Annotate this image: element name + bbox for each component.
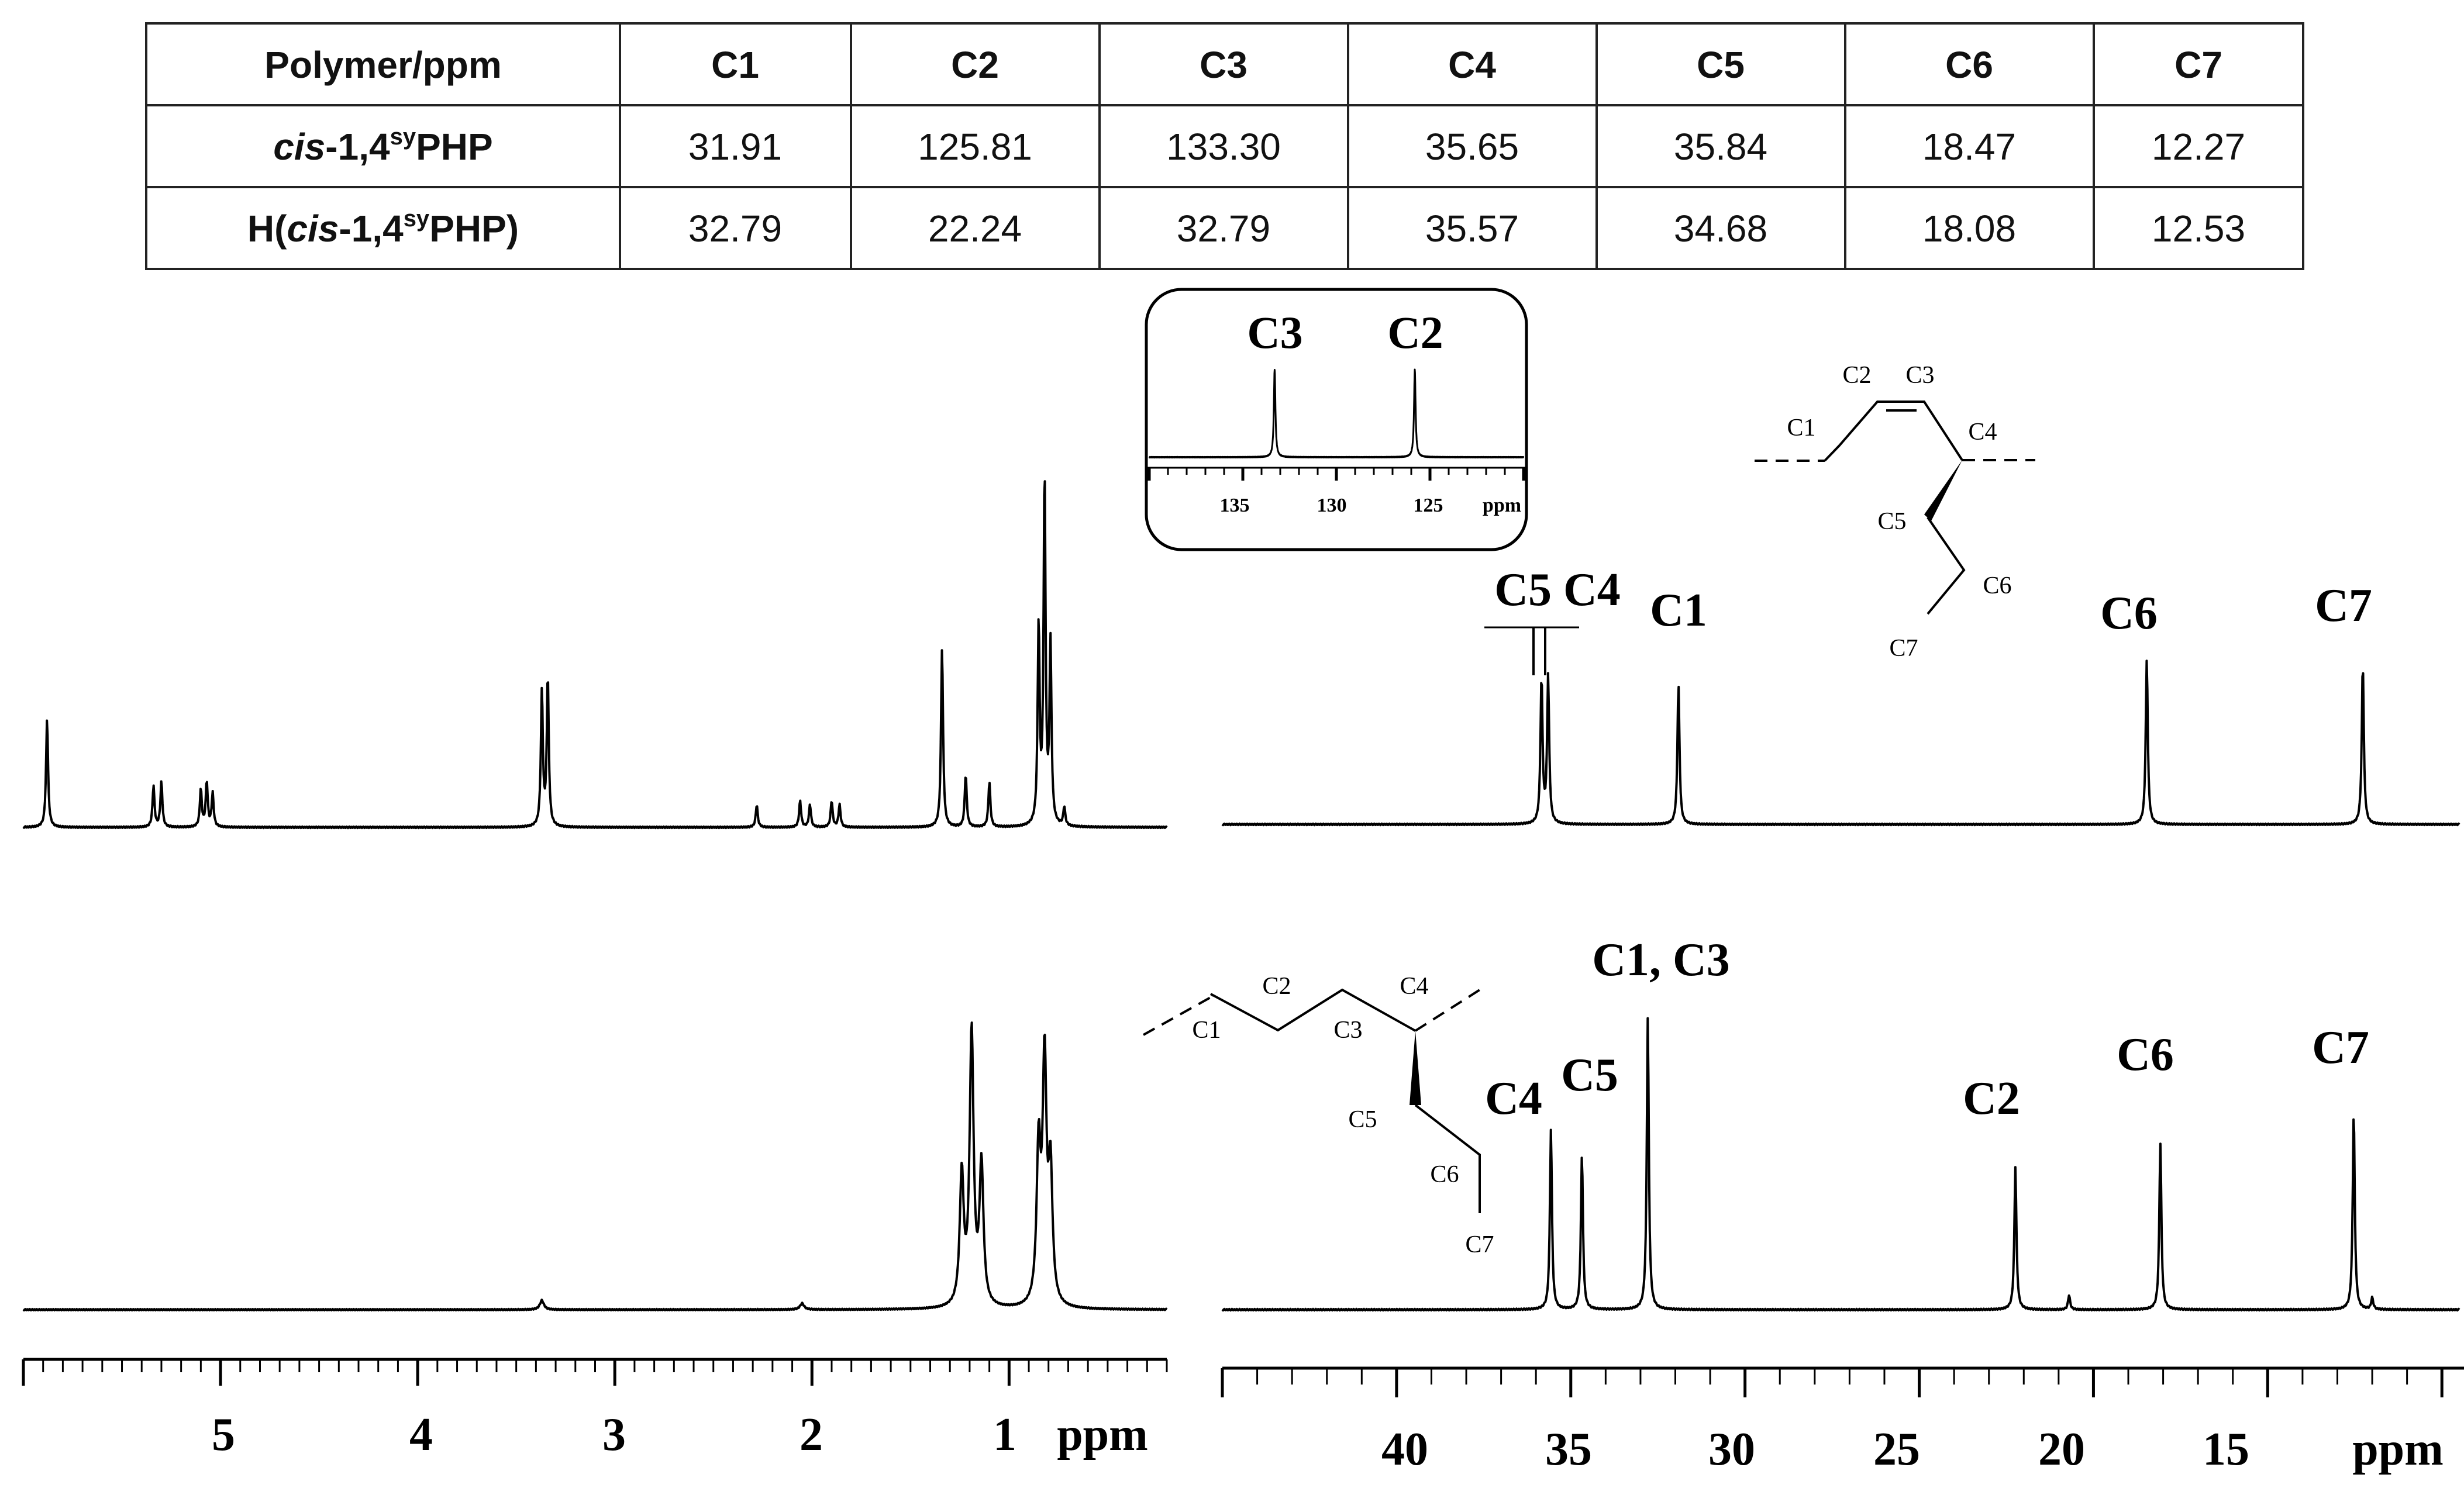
atom-label: C1 xyxy=(1787,415,1815,441)
table-header: C4 xyxy=(1448,44,1496,86)
structure-bottom: C1 C2 C3 C4 C5 C6 C7 xyxy=(1143,973,1494,1258)
table-header: C1 xyxy=(711,44,759,86)
atom-label: C6 xyxy=(1430,1161,1459,1188)
axis-tick-label: 5 xyxy=(212,1409,235,1461)
axis-tick-label: 15 xyxy=(2203,1424,2249,1475)
table-header: C3 xyxy=(1200,44,1247,86)
inset-axis-unit: ppm xyxy=(1483,495,1521,516)
atom-label: C2 xyxy=(1262,973,1291,1000)
peak-label: C6 xyxy=(2100,588,2158,639)
axis-tick-label: 35 xyxy=(1545,1424,1592,1475)
table-header: C6 xyxy=(1945,44,1993,86)
table-cell: 125.81 xyxy=(918,126,1032,168)
atom-label: C2 xyxy=(1842,362,1871,389)
inset-axis-tick-label: 125 xyxy=(1414,495,1443,516)
axis-tick-label: 40 xyxy=(1381,1424,1428,1475)
atom-label: C4 xyxy=(1968,419,1997,446)
h1-spectrum-top-trace xyxy=(22,480,1168,830)
atom-label: C3 xyxy=(1905,362,1934,389)
axis-tick-label: 20 xyxy=(2038,1424,2085,1475)
table-cell: 18.47 xyxy=(1922,126,2016,168)
c13-spectrum-top-trace xyxy=(1221,660,2460,827)
atom-label: C7 xyxy=(1889,635,1918,662)
h1-spectrum-bottom-trace xyxy=(22,1021,1168,1311)
table-cell: 35.57 xyxy=(1425,208,1519,250)
atom-label: C5 xyxy=(1877,508,1906,535)
axis-unit: ppm xyxy=(1057,1409,1148,1461)
table-cell: 32.79 xyxy=(688,208,782,250)
table-cell: 18.08 xyxy=(1922,208,2016,250)
h1-axis: 5 4 3 2 1 ppm xyxy=(22,1358,1168,1461)
axis-tick-label: 3 xyxy=(602,1409,626,1461)
table-cell: 34.68 xyxy=(1674,208,1767,250)
table-cell: 12.27 xyxy=(2152,126,2245,168)
peak-label: C7 xyxy=(2312,1022,2369,1073)
inset-axis-tick-label: 130 xyxy=(1317,495,1347,516)
table-header: C5 xyxy=(1697,44,1745,86)
table-cell: 35.65 xyxy=(1425,126,1519,168)
inset-axis-ticks xyxy=(1147,468,1525,481)
peak-label: C1, C3 xyxy=(1592,934,1730,986)
table-header: C7 xyxy=(2174,44,2222,86)
table-cell: 22.24 xyxy=(928,208,1022,250)
inset-label-c2: C2 xyxy=(1387,307,1443,358)
c13-axis: 40 35 30 25 20 15 ppm xyxy=(1221,1366,2464,1475)
c13-spectrum-bottom-trace xyxy=(1221,1017,2460,1312)
table-cell: 32.79 xyxy=(1177,208,1270,250)
atom-label: C1 xyxy=(1192,1017,1221,1044)
inset-axis-tick-label: 135 xyxy=(1220,495,1250,516)
axis-tick-label: 2 xyxy=(799,1409,823,1461)
atom-label: C6 xyxy=(1983,572,2011,599)
table-cell: 35.84 xyxy=(1674,126,1767,168)
axis-tick-label: 25 xyxy=(1873,1424,1920,1475)
peak-label: C5 xyxy=(1561,1049,1618,1101)
atom-label: C3 xyxy=(1333,1017,1362,1044)
table-cell: 31.91 xyxy=(688,126,782,168)
table-cell: 12.53 xyxy=(2152,208,2245,250)
atom-label: C4 xyxy=(1400,973,1428,1000)
peak-label: C1 xyxy=(1650,585,1707,636)
atom-label: C5 xyxy=(1348,1106,1377,1133)
peak-label: C2 xyxy=(1963,1073,2020,1124)
c13-bottom-labels: C4 C5 C1, C3 C2 C6 C7 xyxy=(1485,934,2369,1124)
peak-label: C6 xyxy=(2117,1029,2174,1080)
table-row-polymer: cis-1,4syPHP xyxy=(273,124,492,168)
structure-top: C1 C2 C3 C4 C5 C6 C7 xyxy=(1755,362,2035,662)
c13-top-labels: C5 C4 C1 C6 C7 xyxy=(1484,564,2372,675)
table-header: Polymer/ppm xyxy=(264,44,501,86)
atom-label: C7 xyxy=(1465,1231,1494,1258)
peak-label: C7 xyxy=(2315,580,2372,631)
inset-label-c3: C3 xyxy=(1247,307,1302,358)
c13-inset-trace xyxy=(1148,368,1525,459)
peak-label: C5 C4 xyxy=(1494,564,1621,616)
peak-label: C4 xyxy=(1485,1073,1542,1124)
table-row-polymer: H(cis-1,4syPHP) xyxy=(247,206,519,250)
axis-tick-label: 1 xyxy=(993,1409,1016,1461)
table-cell: 133.30 xyxy=(1166,126,1281,168)
shift-table: Polymer/ppm C1 C2 C3 C4 C5 C6 C7 cis-1,4… xyxy=(145,22,2304,270)
axis-tick-label: 30 xyxy=(1708,1424,1755,1475)
axis-tick-label: 4 xyxy=(409,1409,433,1461)
axis-unit: ppm xyxy=(2352,1424,2444,1475)
c13-inset: C3 C2 135 130 125 ppm xyxy=(1145,288,1528,551)
table-header: C2 xyxy=(951,44,999,86)
